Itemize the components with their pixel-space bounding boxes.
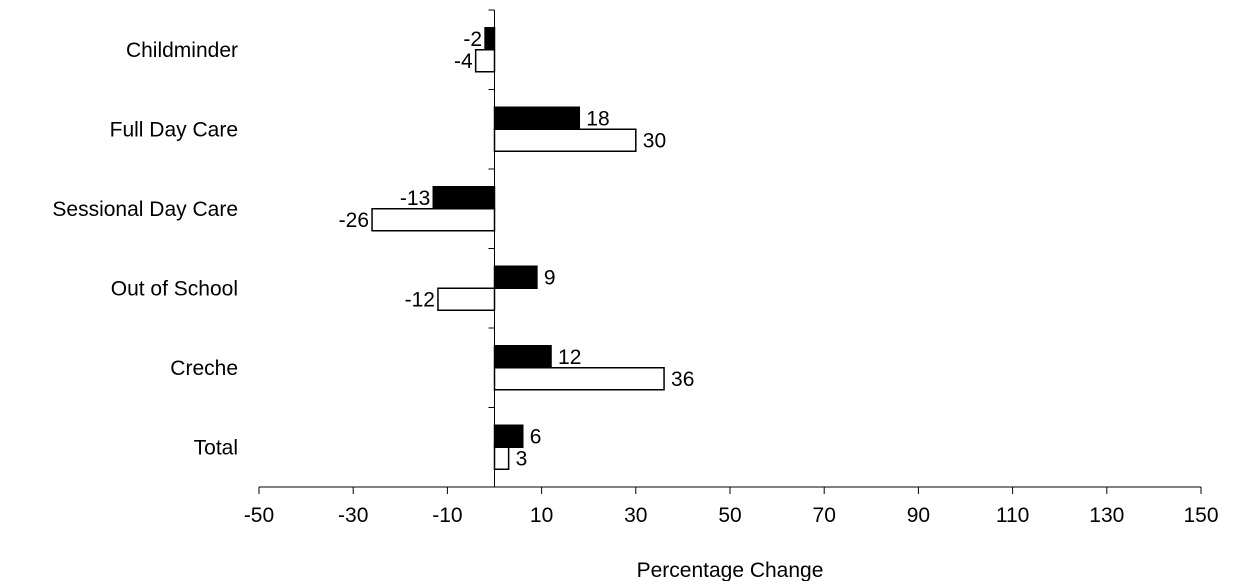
- category-label: Creche: [170, 357, 238, 380]
- data-label-series-2: 3: [516, 447, 528, 470]
- data-label-series-1: -13: [400, 187, 430, 210]
- x-tick-label: 90: [907, 504, 930, 527]
- category-label: Childminder: [126, 39, 238, 62]
- x-tick-label: -10: [432, 504, 462, 527]
- data-label-series-1: 9: [544, 266, 556, 289]
- data-label-series-1: 12: [558, 346, 581, 369]
- data-label-series-1: 6: [530, 425, 542, 448]
- x-axis-title: Percentage Change: [637, 559, 824, 581]
- x-tick-label: 30: [624, 504, 647, 527]
- bar-series-2: [493, 446, 510, 470]
- category-label: Sessional Day Care: [52, 198, 238, 221]
- data-label-series-2: -12: [405, 288, 435, 311]
- data-label-series-2: 36: [671, 368, 694, 391]
- x-tick-label: 130: [1089, 504, 1124, 527]
- x-tick-label: -50: [244, 504, 274, 527]
- bar-series-2: [371, 208, 496, 232]
- x-tick-label: 70: [813, 504, 836, 527]
- bar-series-1: [493, 106, 581, 130]
- bar-series-1: [493, 265, 538, 289]
- bar-series-2: [493, 128, 637, 152]
- bar-series-2: [474, 49, 496, 73]
- category-label: Total: [194, 436, 238, 459]
- x-tick-label: -30: [338, 504, 368, 527]
- bar-series-2: [493, 367, 665, 391]
- bar-series-1: [493, 424, 524, 448]
- bar-series-1: [484, 27, 496, 51]
- x-tick-label: 150: [1183, 504, 1218, 527]
- bar-series-1: [432, 186, 496, 210]
- data-label-series-2: 30: [643, 129, 666, 152]
- bar-series-2: [437, 287, 496, 311]
- x-tick-label: 110: [996, 504, 1029, 527]
- data-label-series-1: 18: [586, 107, 609, 130]
- data-label-series-2: -26: [339, 209, 369, 232]
- data-label-series-2: -4: [454, 50, 473, 73]
- category-label: Out of School: [111, 277, 238, 300]
- bar-series-1: [493, 345, 552, 369]
- category-label: Full Day Care: [110, 118, 238, 141]
- x-tick-label: 50: [718, 504, 741, 527]
- x-tick-label: 10: [530, 504, 553, 527]
- data-label-series-1: -2: [463, 28, 482, 51]
